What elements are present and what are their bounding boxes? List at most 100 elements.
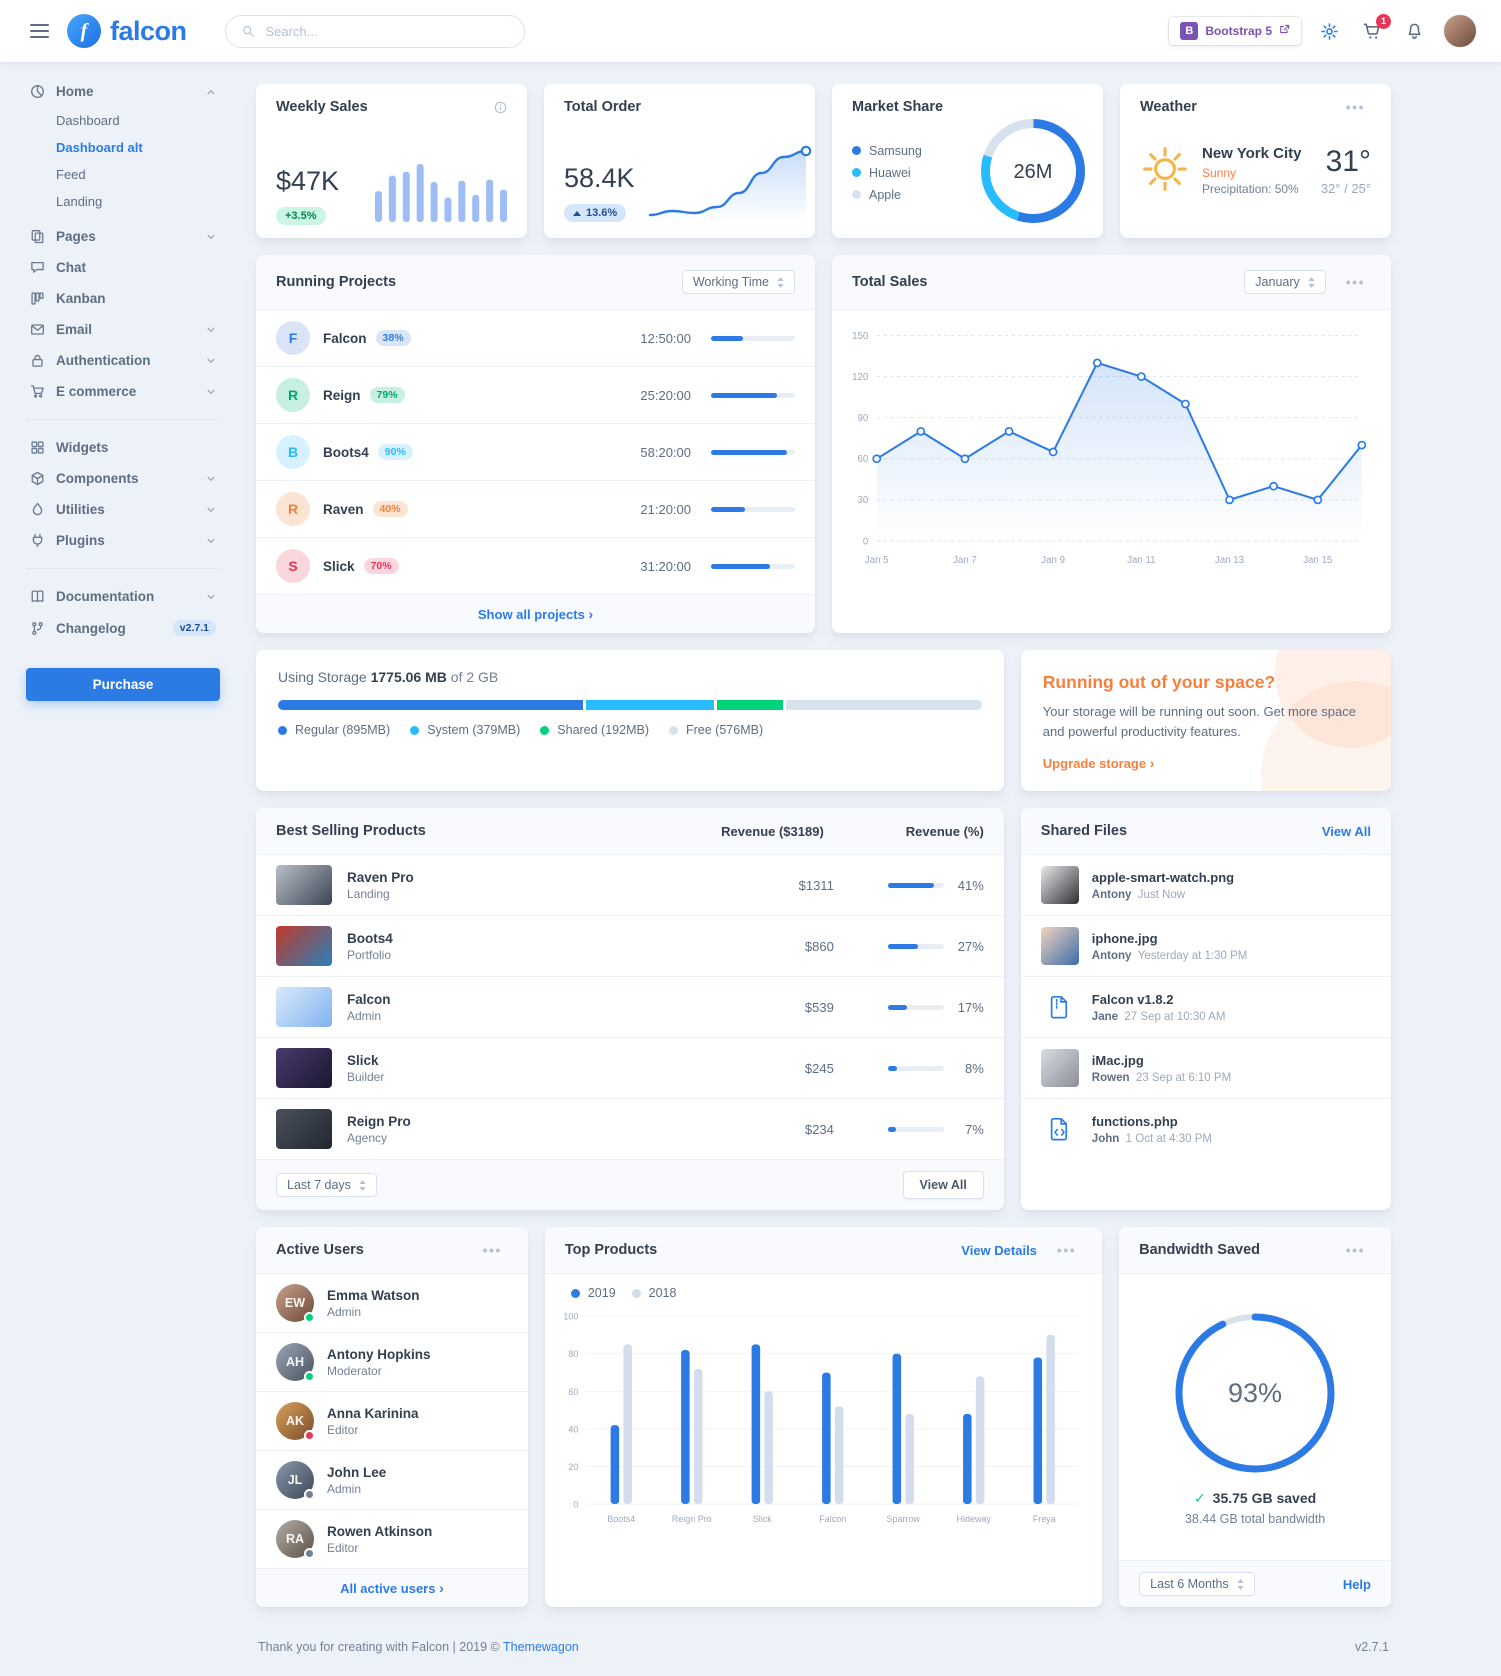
product-name[interactable]: Raven Pro [347, 869, 414, 885]
bootstrap-badge[interactable]: B Bootstrap 5 [1169, 17, 1301, 45]
sidebar-item-dashboard-alt[interactable]: Dashboard alt [56, 140, 143, 155]
themewagon-link[interactable]: Themewagon [503, 1640, 579, 1654]
sidebar-item-dashboard[interactable]: Dashboard [56, 113, 120, 128]
file-meta: Rowen 23 Sep at 6:10 PM [1091, 1071, 1232, 1084]
card-title: Running Projects [276, 274, 397, 290]
sidebar-item-components[interactable]: Components [26, 463, 220, 494]
project-time: 12:50:00 [640, 330, 691, 346]
months-select[interactable]: Last 6 Months [1139, 1572, 1255, 1596]
project-name[interactable]: Raven [323, 501, 364, 517]
file-name[interactable]: iMac.jpg [1091, 1052, 1144, 1068]
project-time: 25:20:00 [640, 387, 691, 403]
legend-item: 2019 [570, 1286, 616, 1300]
view-all-button[interactable]: View All [902, 1171, 984, 1199]
product-revenue: $245 [804, 1060, 834, 1076]
user-avatar[interactable]: AK [276, 1402, 315, 1441]
sidebar-submenu: Dashboard Dashboard alt Feed Landing [26, 107, 220, 221]
product-name[interactable]: Boots4 [347, 930, 393, 946]
hamburger-menu-button[interactable] [24, 14, 55, 48]
file-row: apple-smart-watch.png Antony Just Now [1020, 855, 1391, 916]
product-name[interactable]: Slick [347, 1052, 379, 1068]
chat-icon [30, 260, 46, 275]
file-name[interactable]: functions.php [1091, 1113, 1178, 1129]
user-name[interactable]: Antony Hopkins [327, 1346, 431, 1362]
sidebar-item-changelog[interactable]: Changelog v2.7.1 [26, 612, 220, 644]
project-name[interactable]: Slick [323, 558, 355, 574]
project-row: F Falcon 38% 12:50:00 [256, 310, 815, 367]
product-row: Reign Pro Agency $234 7% [256, 1099, 1004, 1159]
sidebar-item-email[interactable]: Email [26, 314, 220, 345]
user-name[interactable]: John Lee [327, 1464, 387, 1480]
info-icon[interactable] [494, 101, 507, 114]
sidebar-item-documentation[interactable]: Documentation [26, 581, 220, 612]
sidebar-item-e-commerce[interactable]: E commerce [26, 376, 220, 407]
project-name[interactable]: Boots4 [323, 444, 369, 460]
all-active-users-link[interactable]: All active users › [340, 1580, 444, 1596]
sidebar-item-feed[interactable]: Feed [56, 167, 86, 182]
card-menu-button[interactable]: ••• [477, 1242, 508, 1258]
bandwidth-total: 38.44 GB total bandwidth [1184, 1511, 1326, 1526]
best-selling-products-card: Best Selling Products Revenue ($3189) Re… [256, 808, 1004, 1210]
settings-gear-button[interactable] [1316, 18, 1343, 45]
user-name[interactable]: Rowen Atkinson [327, 1523, 433, 1539]
sidebar-item-authentication[interactable]: Authentication [26, 345, 220, 376]
file-name[interactable]: Falcon v1.8.2 [1091, 991, 1174, 1007]
project-name[interactable]: Falcon [323, 330, 367, 346]
sidebar-item-landing[interactable]: Landing [56, 194, 103, 209]
bootstrap-label: Bootstrap 5 [1205, 24, 1272, 38]
legend-label: Huawei [869, 165, 911, 180]
user-avatar[interactable] [1443, 14, 1477, 48]
user-avatar[interactable]: RA [276, 1520, 315, 1559]
view-details-link[interactable]: View Details [961, 1242, 1037, 1258]
project-percent-badge: 38% [375, 330, 411, 346]
project-name[interactable]: Reign [323, 387, 361, 403]
product-category: Builder [347, 1069, 385, 1084]
purchase-button[interactable]: Purchase [26, 668, 220, 701]
sidebar-item-widgets[interactable]: Widgets [26, 432, 220, 463]
sidebar-item-kanban[interactable]: Kanban [26, 283, 220, 314]
hamburger-bar [30, 30, 49, 32]
card-menu-button[interactable]: ••• [1051, 1242, 1082, 1258]
brand-logo[interactable]: f falcon [67, 14, 187, 48]
sidebar-item-pages[interactable]: Pages [26, 221, 220, 252]
sidebar-item-home[interactable]: Home [26, 76, 220, 107]
weekly-sales-card: Weekly Sales $47K +3.5% [256, 84, 527, 238]
cart-button[interactable]: 1 [1358, 14, 1391, 45]
date-range-select[interactable]: Last 7 days [276, 1173, 377, 1197]
product-name[interactable]: Falcon [347, 991, 391, 1007]
project-time: 58:20:00 [640, 444, 691, 460]
file-name[interactable]: iphone.jpg [1091, 930, 1158, 946]
sort-icon [777, 276, 784, 288]
card-menu-button[interactable]: ••• [1340, 99, 1371, 115]
search-input[interactable] [263, 22, 509, 40]
working-time-select[interactable]: Working Time [681, 270, 795, 294]
show-all-projects-link[interactable]: Show all projects › [477, 606, 594, 622]
project-progress-bar [711, 506, 795, 512]
file-name[interactable]: apple-smart-watch.png [1091, 869, 1235, 885]
user-avatar[interactable]: AH [276, 1343, 315, 1382]
user-name[interactable]: Emma Watson [327, 1287, 420, 1303]
cart-count-badge: 1 [1376, 14, 1391, 29]
legend-dot [540, 725, 550, 735]
file-thumbnail [1040, 1049, 1079, 1087]
card-menu-button[interactable]: ••• [1340, 274, 1371, 290]
user-name[interactable]: Anna Karinina [327, 1405, 419, 1421]
notifications-bell-button[interactable] [1401, 18, 1428, 45]
upgrade-storage-link[interactable]: Upgrade storage › [1042, 755, 1155, 771]
storage-legend: Regular (895MB) System (379MB) Shared (192… [278, 723, 982, 737]
svg-text:20: 20 [568, 1462, 578, 1472]
sidebar-item-plugins[interactable]: Plugins [26, 525, 220, 556]
month-select[interactable]: January [1244, 270, 1326, 294]
svg-text:120: 120 [852, 372, 868, 383]
help-link[interactable]: Help [1342, 1576, 1371, 1592]
card-menu-button[interactable]: ••• [1340, 1242, 1371, 1258]
sidebar-item-chat[interactable]: Chat [26, 252, 220, 283]
product-name[interactable]: Reign Pro [347, 1113, 411, 1129]
legend-item: Free (576MB) [669, 723, 763, 737]
total-order-delta: 13.6% [586, 207, 618, 219]
user-avatar[interactable]: JL [276, 1461, 315, 1500]
sidebar-item-utilities[interactable]: Utilities [26, 494, 220, 525]
user-avatar[interactable]: EW [276, 1284, 315, 1323]
storage-segment [585, 700, 715, 710]
view-all-files-link[interactable]: View All [1321, 823, 1371, 839]
